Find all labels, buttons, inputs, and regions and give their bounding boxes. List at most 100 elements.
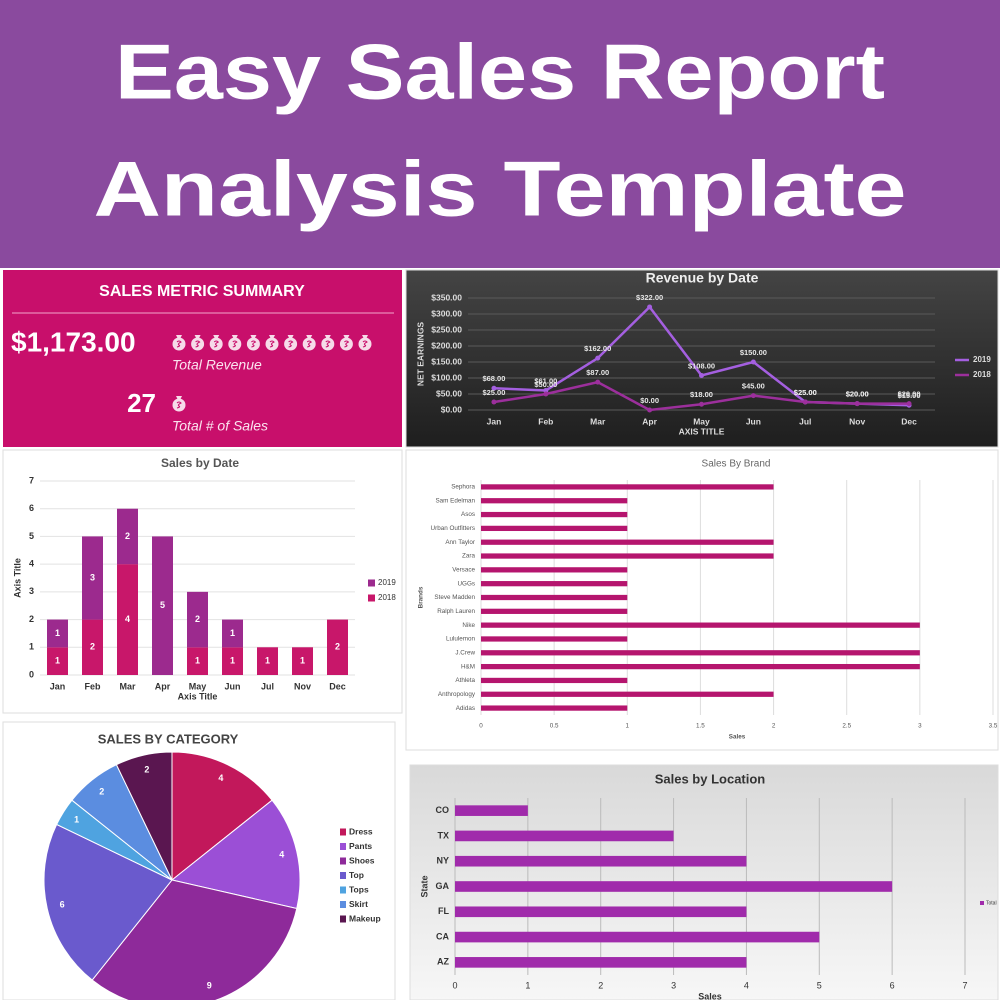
sales-count: 27	[127, 388, 156, 418]
data-label: 4	[279, 849, 284, 859]
summary-title: SALES METRIC SUMMARY	[99, 283, 305, 300]
y-tick-label: Anthropology	[438, 691, 476, 698]
bag-icon	[213, 340, 220, 348]
marker	[647, 304, 653, 310]
revenue-label: Total Revenue	[172, 357, 262, 373]
chart-title: Sales by Date	[161, 456, 239, 470]
x-tick-label: Jul	[261, 681, 274, 691]
bar	[481, 636, 628, 642]
legend-label: 2018	[378, 593, 396, 602]
y-tick-label: 5	[29, 531, 34, 541]
bar	[481, 581, 628, 587]
x-tick-label: 0	[479, 723, 483, 730]
y-tick-label: H&M	[461, 663, 475, 670]
bar	[455, 931, 820, 943]
bar	[481, 594, 628, 601]
header-title: Analysis Template	[94, 145, 907, 233]
data-label: 2	[99, 786, 104, 796]
x-axis-title: Sales	[729, 734, 746, 741]
legend-swatch	[368, 594, 375, 602]
legend-label: 2018	[973, 370, 991, 379]
x-tick-label: 7	[962, 980, 967, 990]
bar	[481, 525, 628, 532]
data-label: 9	[207, 981, 212, 991]
bag-icon	[302, 337, 316, 351]
y-tick-label: Nike	[462, 622, 475, 629]
data-label: $45.00	[742, 382, 765, 391]
data-label: 1	[230, 656, 235, 666]
bar	[481, 511, 628, 518]
data-label: $61.00	[534, 376, 557, 385]
y-tick-label: 0	[29, 669, 34, 679]
x-tick-label: May	[189, 681, 207, 691]
x-tick-label: Feb	[538, 416, 553, 426]
data-label: 1	[55, 656, 60, 666]
data-label: 4	[218, 773, 223, 783]
chart-title: Sales By Brand	[702, 459, 771, 470]
x-tick-label: Nov	[294, 681, 311, 691]
legend-label: Total	[986, 900, 997, 906]
pie-slice	[43, 823, 173, 981]
bag-icon	[191, 337, 205, 351]
y-tick-label: 3	[29, 586, 34, 596]
y-tick-label: J.Crew	[455, 649, 475, 656]
data-label: 5	[160, 600, 165, 610]
bar	[481, 691, 774, 697]
data-label: 6	[60, 899, 65, 909]
marker	[750, 359, 756, 365]
y-tick-label: $200.00	[431, 340, 462, 350]
legend-swatch	[340, 857, 346, 865]
bag-icon	[176, 340, 182, 348]
data-label: 2	[144, 765, 149, 775]
bag-icon	[265, 337, 279, 351]
legend-swatch	[340, 886, 346, 894]
data-label: 1	[195, 656, 200, 666]
x-tick-label: 3.5	[989, 723, 998, 730]
pie-slice	[115, 751, 173, 881]
header-band	[0, 0, 1000, 268]
x-tick-label: 4	[744, 980, 749, 990]
legend-label: Shoes	[349, 855, 375, 865]
bar	[455, 881, 893, 892]
bar	[455, 855, 747, 867]
x-tick-label: 6	[890, 980, 895, 990]
data-label: 1	[300, 656, 305, 666]
data-label: $108.00	[688, 361, 715, 370]
x-tick-label: 0.5	[550, 723, 559, 730]
y-tick-label: CA	[436, 931, 449, 941]
bag-icon	[209, 337, 223, 351]
header-title: Easy Sales Report	[115, 28, 885, 116]
legend-swatch	[340, 901, 346, 908]
marker	[647, 407, 653, 413]
y-tick-label: AZ	[437, 957, 449, 967]
y-tick-label: Zara	[462, 553, 475, 560]
y-axis-title: Axis Title	[12, 558, 22, 598]
y-tick-label: Ann Taylor	[445, 539, 475, 546]
bar-segment	[152, 536, 173, 675]
legend-label: 2019	[378, 578, 396, 587]
data-label: $20.00	[846, 390, 869, 399]
revenue-value: $1,173.00	[11, 326, 136, 357]
legend-label: Top	[349, 870, 364, 880]
data-label: $25.00	[482, 388, 505, 397]
y-tick-label: GA	[436, 881, 450, 891]
bag-icon	[287, 335, 294, 339]
bar	[481, 677, 628, 684]
bag-icon	[246, 337, 260, 351]
x-tick-label: Jul	[799, 416, 811, 426]
pie-slice	[171, 751, 273, 882]
data-label: 4	[125, 614, 130, 624]
x-tick-label: 3	[671, 980, 676, 990]
y-tick-label: NY	[436, 856, 449, 866]
x-tick-label: 1	[626, 723, 630, 730]
data-label: $20.00	[898, 390, 921, 399]
y-tick-label: 7	[29, 475, 34, 485]
data-label: 2	[90, 642, 95, 652]
marker	[854, 401, 860, 407]
marker	[543, 391, 549, 397]
bag-icon	[172, 398, 186, 412]
y-tick-label: 4	[29, 559, 34, 569]
data-label: $25.00	[794, 388, 817, 397]
bag-icon	[343, 335, 350, 339]
